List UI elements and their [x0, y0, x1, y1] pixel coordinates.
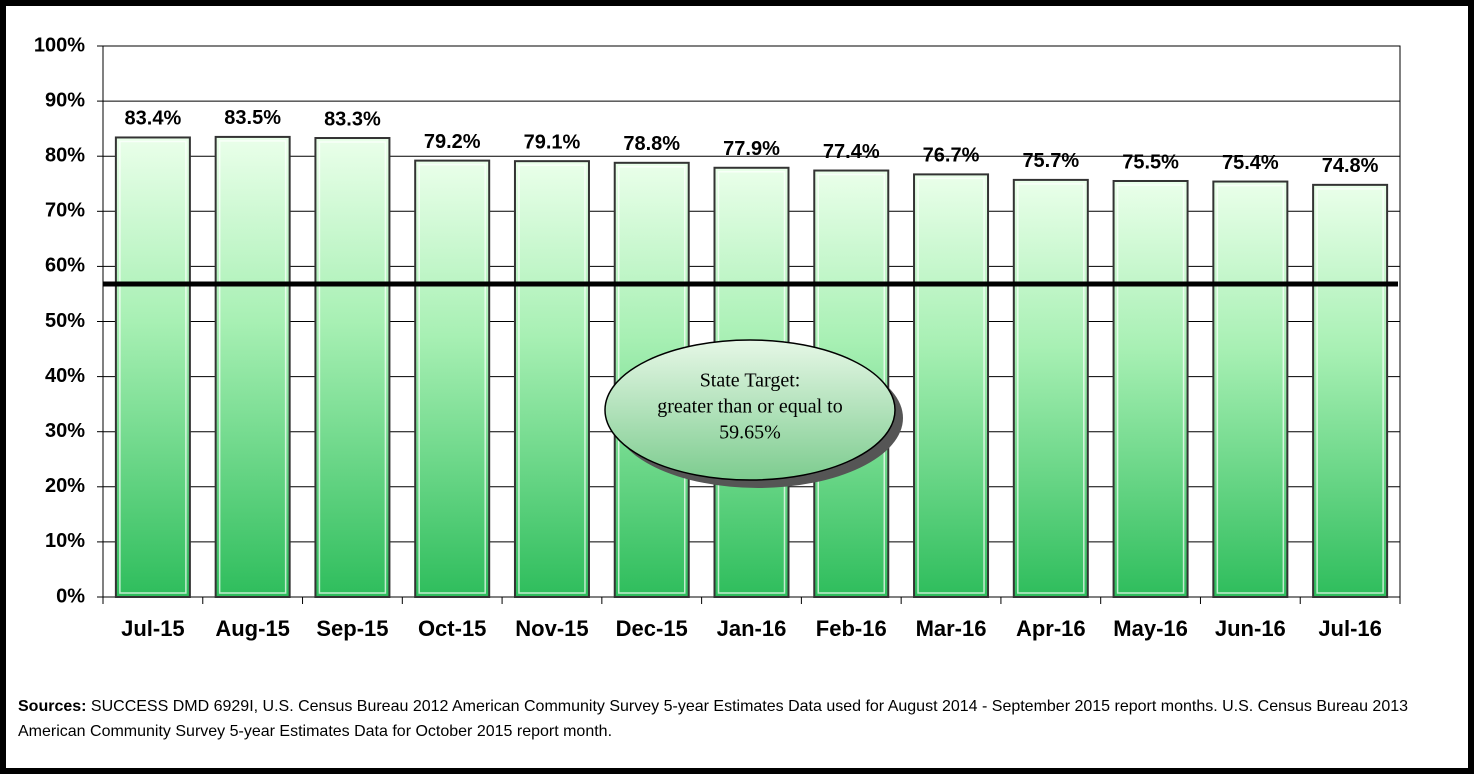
value-label: 76.7% [923, 145, 980, 167]
x-tick-label: Jul-15 [121, 616, 185, 641]
y-tick-label: 70% [45, 200, 85, 222]
x-tick-label: Jul-16 [1318, 616, 1382, 641]
bar [1112, 179, 1189, 598]
bar-bevel [1116, 184, 1185, 594]
bar-bevel [119, 140, 187, 594]
bar [1012, 178, 1089, 598]
value-label: 77.9% [723, 138, 780, 160]
x-tick-label: Aug-15 [215, 616, 290, 641]
value-label: 83.5% [224, 107, 281, 129]
y-tick-label: 90% [45, 89, 85, 111]
annotation-text: greater than or equal to [657, 396, 842, 418]
value-label: 79.1% [524, 131, 581, 153]
bar-bevel [418, 163, 486, 594]
x-tick-label: May-16 [1113, 616, 1188, 641]
bar-bevel [318, 141, 387, 594]
value-label: 75.4% [1222, 152, 1279, 174]
value-label: 74.8% [1322, 155, 1379, 177]
x-tick-label: Mar-16 [916, 616, 987, 641]
x-tick-label: Jun-16 [1215, 616, 1286, 641]
annotation-text: State Target: [700, 370, 801, 392]
x-tick-label: Oct-15 [418, 616, 486, 641]
bar [1312, 183, 1389, 599]
bar-bevel [1017, 183, 1085, 594]
y-tick-label: 20% [45, 475, 85, 497]
y-tick-label: 80% [45, 144, 85, 166]
y-tick-label: 0% [56, 585, 85, 607]
bars [114, 135, 1389, 599]
bar-bevel [1316, 188, 1384, 594]
bar-bevel [518, 164, 586, 594]
source-label: Sources: [18, 698, 87, 715]
annotation-text: 59.65% [719, 422, 781, 444]
sources: Sources: SUCCESS DMD 6929I, U.S. Census … [18, 694, 1458, 744]
bar [513, 160, 590, 598]
x-tick-label: Apr-16 [1016, 616, 1086, 641]
bar [214, 135, 291, 598]
y-tick-label: 60% [45, 255, 85, 277]
bar [314, 137, 391, 598]
y-tick-label: 50% [45, 310, 85, 332]
x-tick-label: Nov-15 [515, 616, 588, 641]
y-tick-label: 40% [45, 365, 85, 387]
bar [1212, 180, 1289, 599]
value-label: 77.4% [823, 141, 880, 163]
value-label: 75.7% [1022, 150, 1079, 172]
value-label: 79.2% [424, 131, 481, 153]
bar [414, 159, 491, 598]
bar [114, 136, 191, 598]
bar-bevel [917, 177, 985, 594]
value-label: 78.8% [623, 133, 680, 155]
annotation-bubble [604, 339, 896, 481]
y-tick-label: 10% [45, 530, 85, 552]
y-tick-label: 30% [45, 420, 85, 442]
value-label: 83.4% [125, 108, 182, 130]
x-tick-label: Jan-16 [717, 616, 787, 641]
y-tick-label: 100% [34, 34, 85, 56]
bar-bevel [1216, 184, 1285, 594]
value-label: 75.5% [1122, 151, 1179, 173]
x-tick-label: Feb-16 [816, 616, 887, 641]
source-text: SUCCESS DMD 6929I, U.S. Census Bureau 20… [18, 698, 1409, 740]
bar-bevel [218, 140, 287, 594]
bar [913, 173, 990, 598]
value-label: 83.3% [324, 108, 381, 130]
x-tick-label: Dec-15 [616, 616, 688, 641]
x-tick-label: Sep-15 [316, 616, 388, 641]
labels: 0% 10% 20% 30% 40% 50% 60% 70% 80% 90% 100% Jul-15 8… [34, 34, 1398, 641]
